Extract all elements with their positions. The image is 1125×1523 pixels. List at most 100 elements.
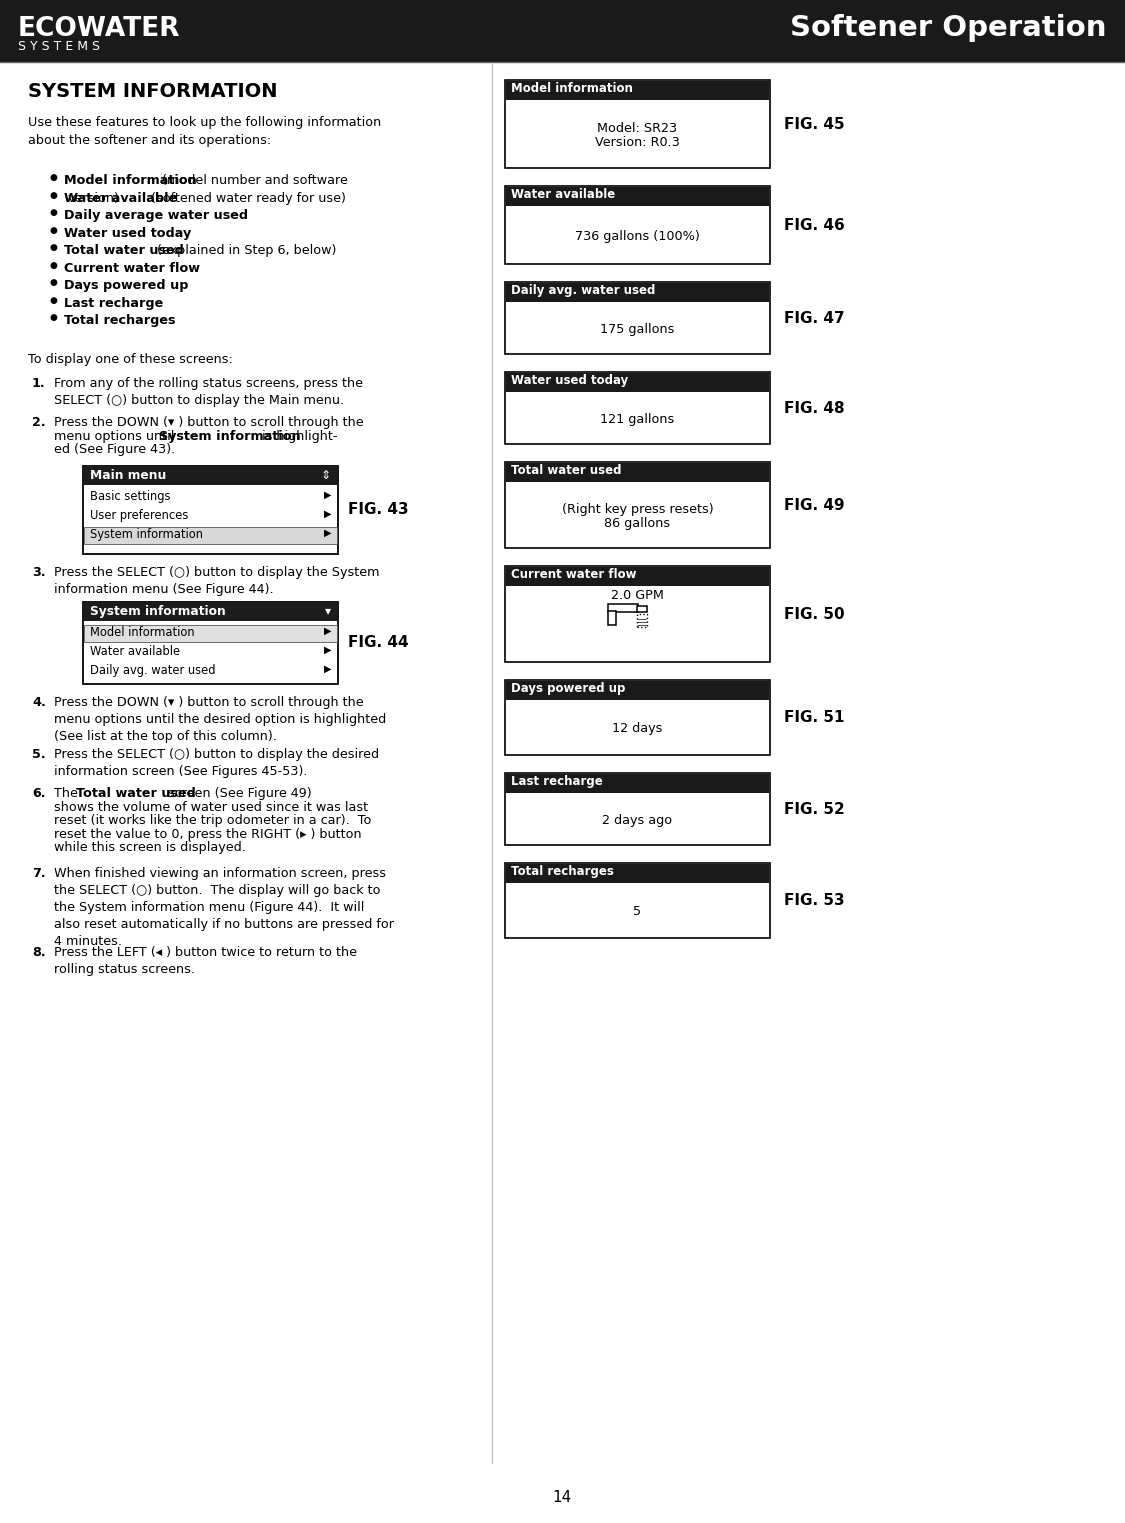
Text: Current water flow: Current water flow <box>511 568 637 580</box>
Text: 121 gallons: 121 gallons <box>601 413 675 425</box>
Text: ECOWATER: ECOWATER <box>18 17 180 43</box>
Bar <box>506 774 770 792</box>
Text: 736 gallons (100%): 736 gallons (100%) <box>575 230 700 242</box>
Text: 175 gallons: 175 gallons <box>601 323 675 335</box>
Text: FIG. 52: FIG. 52 <box>784 801 845 816</box>
Text: Water available: Water available <box>90 644 180 658</box>
Text: ●: ● <box>50 174 57 183</box>
Text: Water available: Water available <box>64 192 178 204</box>
Bar <box>505 567 770 663</box>
Bar <box>505 461 770 548</box>
Text: User preferences: User preferences <box>90 509 188 521</box>
Text: ●: ● <box>50 209 57 216</box>
Text: From any of the rolling status screens, press the
SELECT (○) button to display t: From any of the rolling status screens, … <box>54 378 363 407</box>
Text: ▶: ▶ <box>324 626 331 635</box>
Text: Main menu: Main menu <box>90 469 166 481</box>
Bar <box>84 527 338 544</box>
Text: Daily average water used: Daily average water used <box>64 209 249 222</box>
Text: System information: System information <box>90 527 202 541</box>
Text: Total recharges: Total recharges <box>511 865 614 877</box>
Text: FIG. 44: FIG. 44 <box>348 635 408 650</box>
Text: (Right key press resets): (Right key press resets) <box>561 503 713 515</box>
Text: (softened water ready for use): (softened water ready for use) <box>147 192 346 204</box>
Text: Use these features to look up the following information
about the softener and i: Use these features to look up the follow… <box>28 116 381 146</box>
Bar <box>505 282 770 353</box>
Bar <box>83 602 338 684</box>
Text: Last recharge: Last recharge <box>511 775 603 787</box>
Text: Days powered up: Days powered up <box>64 279 189 292</box>
Text: menu options until: menu options until <box>54 429 179 443</box>
Bar <box>506 864 770 882</box>
Bar <box>506 373 770 391</box>
Text: Days powered up: Days powered up <box>511 682 626 694</box>
Text: ⇕: ⇕ <box>321 469 331 481</box>
Text: (model number and software: (model number and software <box>159 174 349 187</box>
Text: Press the LEFT (◂ ) button twice to return to the
rolling status screens.: Press the LEFT (◂ ) button twice to retu… <box>54 946 357 976</box>
Text: 2.: 2. <box>32 416 46 429</box>
Bar <box>505 186 770 263</box>
Bar <box>84 624 338 641</box>
Text: 5.: 5. <box>32 748 46 762</box>
Bar <box>637 614 647 627</box>
Bar <box>506 681 770 699</box>
Text: 8.: 8. <box>32 946 46 959</box>
Text: is highlight-: is highlight- <box>259 429 338 443</box>
Text: Model information: Model information <box>64 174 197 187</box>
Text: FIG. 53: FIG. 53 <box>784 892 845 908</box>
Text: version): version) <box>68 192 120 204</box>
Text: 7.: 7. <box>32 867 46 879</box>
Text: Press the SELECT (○) button to display the desired
information screen (See Figur: Press the SELECT (○) button to display t… <box>54 748 379 778</box>
Text: 2 days ago: 2 days ago <box>603 813 673 827</box>
Text: ●: ● <box>50 225 57 235</box>
Text: ●: ● <box>50 279 57 286</box>
Text: Press the SELECT (○) button to display the System
information menu (See Figure 4: Press the SELECT (○) button to display t… <box>54 565 379 595</box>
Bar <box>505 81 770 168</box>
Bar <box>505 372 770 445</box>
Text: System information: System information <box>90 605 226 617</box>
Text: FIG. 48: FIG. 48 <box>784 401 845 416</box>
Text: Water used today: Water used today <box>64 227 191 239</box>
Text: Total recharges: Total recharges <box>64 314 176 327</box>
Text: Model information: Model information <box>511 82 633 94</box>
Text: FIG. 51: FIG. 51 <box>784 710 845 725</box>
Bar <box>505 774 770 845</box>
Text: When finished viewing an information screen, press
the SELECT (○) button.  The d: When finished viewing an information scr… <box>54 867 394 947</box>
Text: FIG. 43: FIG. 43 <box>348 503 408 516</box>
Text: ▶: ▶ <box>324 644 331 655</box>
Text: ed (See Figure 43).: ed (See Figure 43). <box>54 443 176 455</box>
Text: ●: ● <box>50 295 57 305</box>
Text: ▶: ▶ <box>324 527 331 538</box>
Text: 5: 5 <box>633 905 641 918</box>
Text: Basic settings: Basic settings <box>90 489 171 503</box>
Bar <box>0 0 1125 62</box>
Text: Water available: Water available <box>511 187 615 201</box>
Text: Version: R0.3: Version: R0.3 <box>595 136 680 149</box>
Text: Water used today: Water used today <box>511 375 628 387</box>
Text: 2.0 GPM: 2.0 GPM <box>611 589 664 602</box>
Text: FIG. 47: FIG. 47 <box>784 311 845 326</box>
Text: FIG. 50: FIG. 50 <box>784 606 845 621</box>
Text: Total water used: Total water used <box>511 465 621 477</box>
Text: Softener Operation: Softener Operation <box>791 14 1107 43</box>
Bar <box>506 282 770 302</box>
Text: ●: ● <box>50 190 57 200</box>
Text: Model: SR23: Model: SR23 <box>597 122 677 134</box>
Bar <box>84 466 338 484</box>
Text: 12 days: 12 days <box>612 722 663 736</box>
Bar <box>506 186 770 206</box>
Text: Press the DOWN (▾ ) button to scroll through the
menu options until the desired : Press the DOWN (▾ ) button to scroll thr… <box>54 696 386 743</box>
Text: FIG. 46: FIG. 46 <box>784 218 845 233</box>
Text: reset (it works like the trip odometer in a car).  To: reset (it works like the trip odometer i… <box>54 813 371 827</box>
Text: Last recharge: Last recharge <box>64 297 163 309</box>
Bar <box>506 567 770 585</box>
Text: screen (See Figure 49): screen (See Figure 49) <box>164 787 312 800</box>
Text: 86 gallons: 86 gallons <box>604 516 670 530</box>
Text: FIG. 49: FIG. 49 <box>784 498 845 513</box>
Text: ●: ● <box>50 314 57 321</box>
Text: while this screen is displayed.: while this screen is displayed. <box>54 841 246 854</box>
Text: Total water used: Total water used <box>64 244 183 257</box>
Bar <box>506 81 770 99</box>
Bar <box>83 466 338 553</box>
Bar <box>608 611 615 624</box>
Bar <box>506 463 770 481</box>
